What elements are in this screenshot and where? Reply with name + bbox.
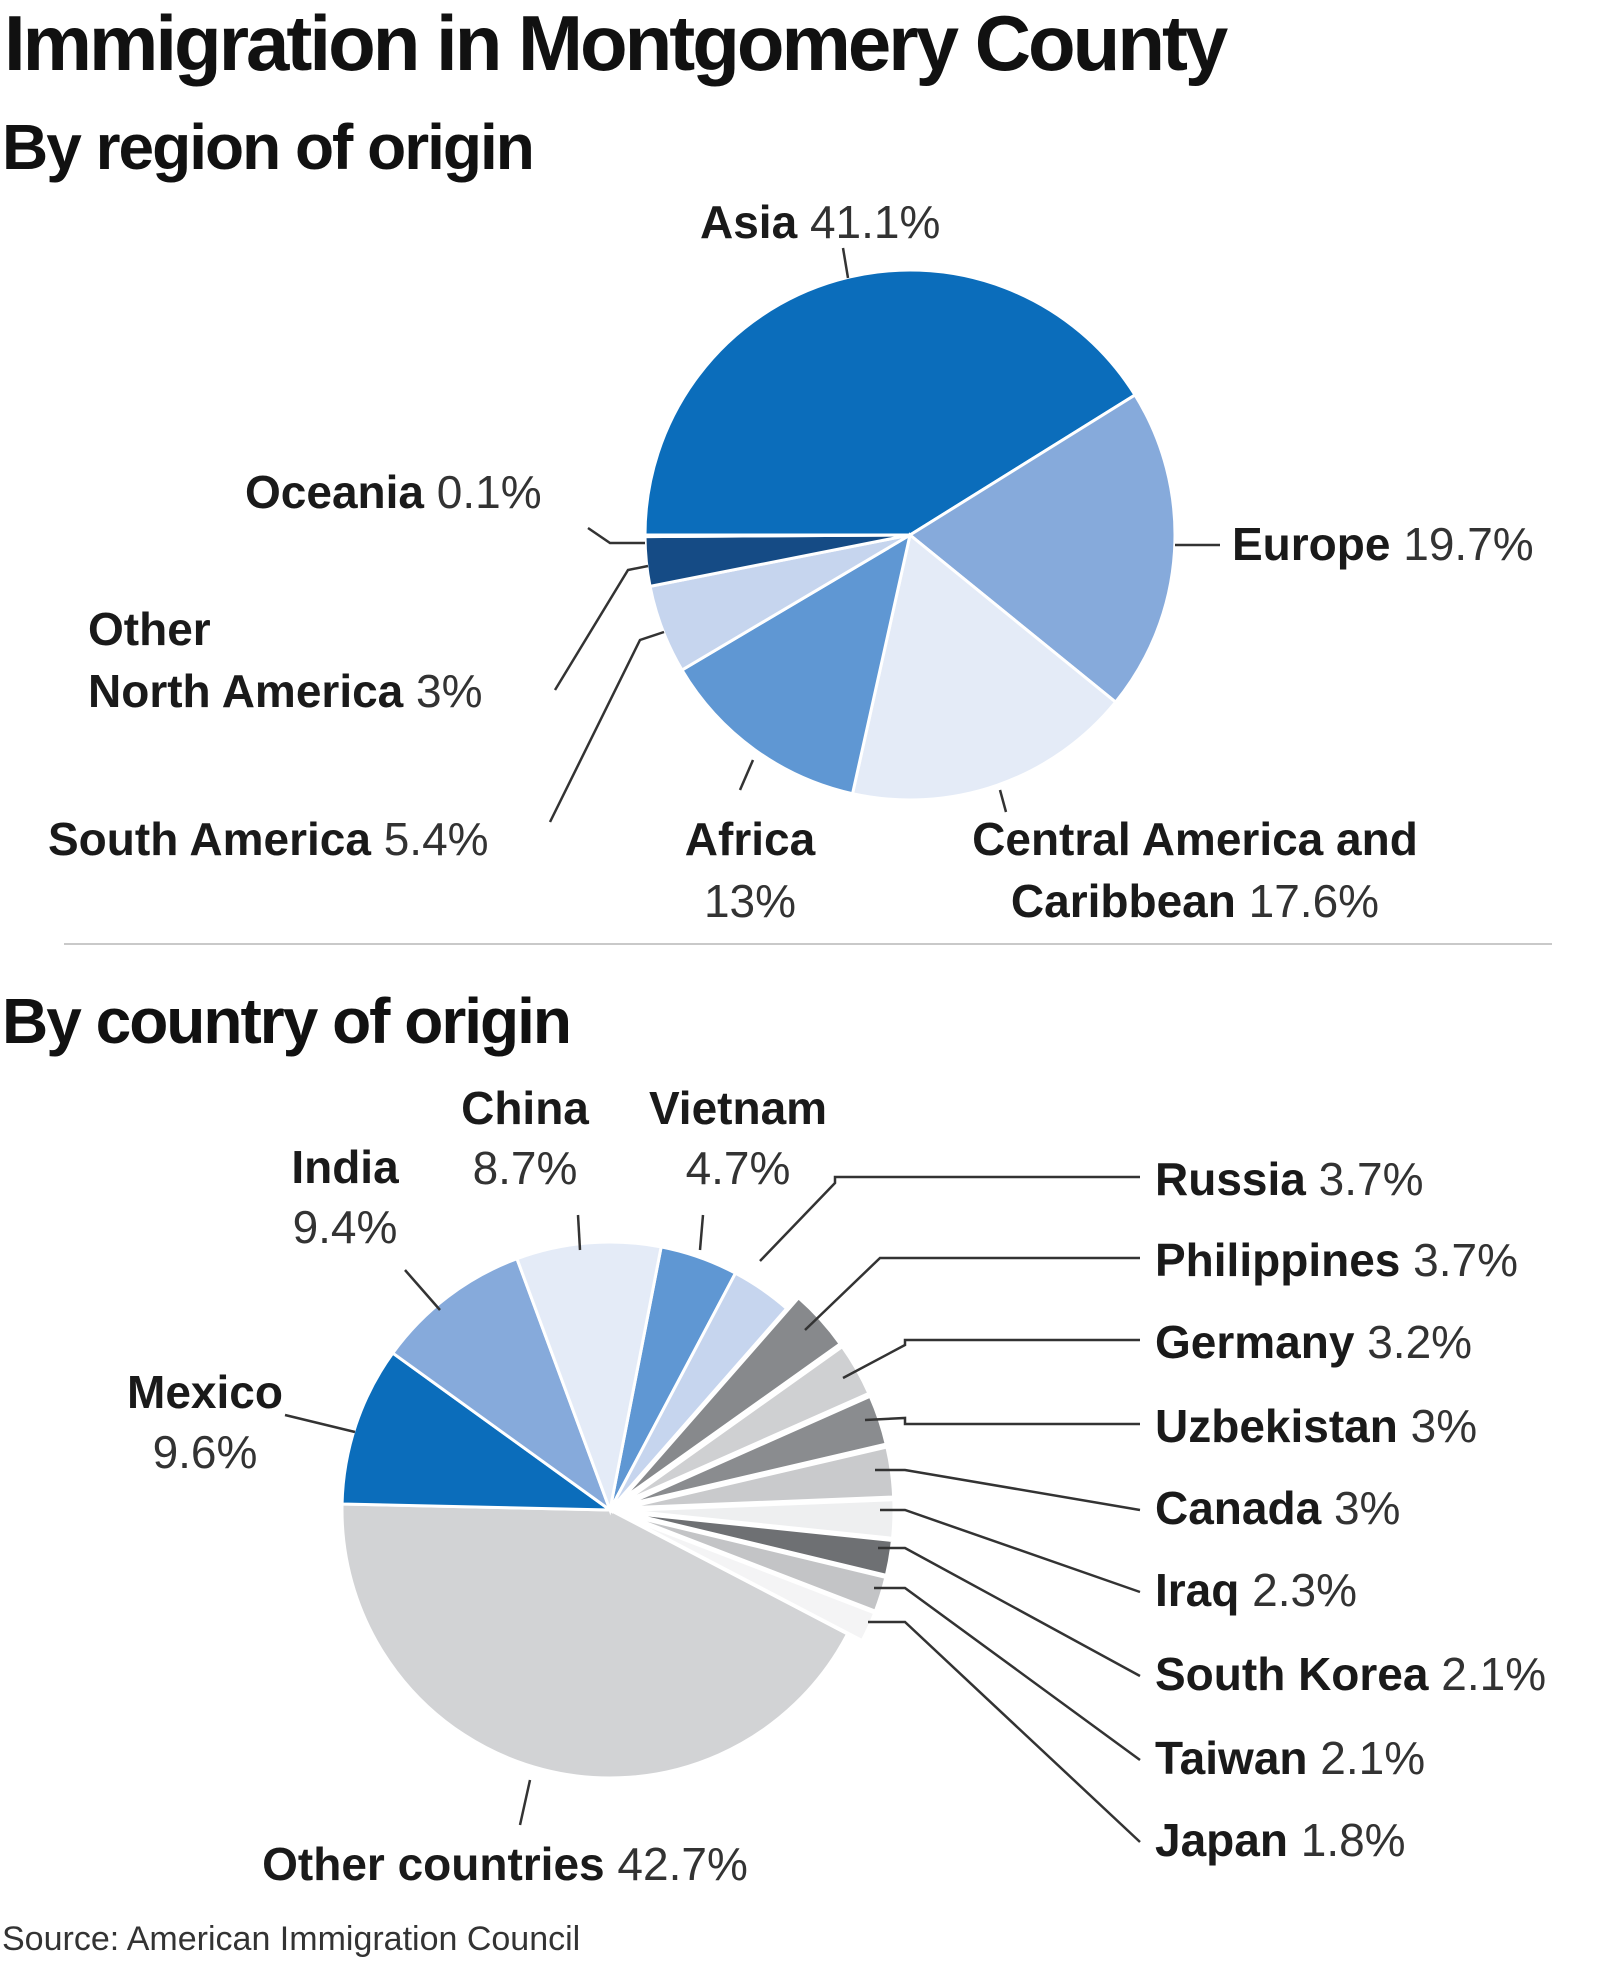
label-asia: Asia 41.1% — [700, 196, 940, 248]
pie-slice-central-america-and-caribbean — [850, 532, 1118, 802]
leader-line-oceania — [587, 526, 645, 545]
pie-slice-africa — [679, 531, 913, 796]
source-note: Source: American Immigration Council — [2, 1920, 581, 1958]
label-canada: Canada 3% — [1155, 1482, 1400, 1534]
pie-slice-iraq — [625, 1498, 896, 1540]
label-vietnam-line1: Vietnam — [649, 1082, 827, 1134]
country-chart-title: By country of origin — [2, 985, 572, 1057]
label-india-line2: 9.4% — [293, 1201, 398, 1253]
pie-slice-japan — [623, 1515, 877, 1643]
label-philippines: Philippines 3.7% — [1155, 1234, 1518, 1286]
label-mexico-line2: 9.6% — [153, 1426, 258, 1478]
label-south-america: South America 5.4% — [48, 813, 489, 865]
pie-slice-taiwan — [624, 1513, 888, 1614]
leader-line-other-countries — [518, 1779, 532, 1826]
label-other-north-america-line1: Other — [88, 603, 211, 655]
leader-line-philippines — [804, 1256, 1140, 1331]
region-pie-chart: Asia 41.1% Europe 19.7% Central America an… — [48, 196, 1534, 927]
pie-slice-oceania — [643, 533, 911, 539]
label-central-america-and-caribbean-line2: Caribbean 17.6% — [1011, 875, 1379, 927]
leader-line-iraq — [880, 1508, 1141, 1594]
label-vietnam-line2: 4.7% — [686, 1142, 791, 1194]
pie-slice-other-countries — [340, 1502, 850, 1780]
leader-line-china — [576, 1214, 582, 1251]
pie-slice-philippines — [620, 1295, 843, 1501]
pie-slice-china — [515, 1240, 663, 1516]
pie-slice-mexico — [340, 1350, 615, 1512]
label-india-line1: India — [291, 1141, 399, 1193]
leader-line-mexico — [284, 1413, 356, 1434]
pie-slice-russia — [608, 1271, 789, 1511]
label-russia: Russia 3.7% — [1155, 1153, 1424, 1205]
leader-line-asia — [841, 247, 850, 279]
pie-slice-canada — [625, 1445, 896, 1510]
pie-slice-asia — [643, 268, 1138, 537]
label-africa-line2: 13% — [704, 875, 796, 927]
chart-title: Immigration in Montgomery County — [4, 0, 1228, 87]
pie-slice-south-korea — [625, 1511, 894, 1578]
leader-line-taiwan — [874, 1586, 1141, 1762]
leader-line-other-north-america — [553, 564, 649, 691]
label-japan: Japan 1.8% — [1155, 1814, 1406, 1866]
leader-line-japan — [868, 1620, 1141, 1843]
region-chart-title: By region of origin — [2, 111, 535, 183]
label-iraq: Iraq 2.3% — [1155, 1564, 1357, 1616]
label-other-north-america-line2: North America 3% — [88, 665, 483, 717]
label-uzbekistan: Uzbekistan 3% — [1155, 1400, 1477, 1452]
label-taiwan: Taiwan 2.1% — [1155, 1732, 1425, 1784]
label-mexico-line1: Mexico — [127, 1366, 283, 1418]
leader-line-germany — [842, 1338, 1140, 1380]
country-pie-chart: Russia 3.7% Philippines 3.7% Germany 3.2% U… — [127, 1082, 1546, 1890]
pie-slice-india — [390, 1256, 614, 1515]
leader-line-india — [404, 1269, 441, 1311]
leader-line-central-america-and-caribbean — [998, 789, 1008, 813]
label-central-america-and-caribbean-line1: Central America and — [972, 813, 1418, 865]
label-other-countries: Other countries 42.7% — [262, 1838, 748, 1890]
pie-slice-europe — [907, 392, 1177, 705]
label-china-line2: 8.7% — [473, 1142, 578, 1194]
label-europe: Europe 19.7% — [1232, 518, 1534, 570]
leader-line-vietnam — [698, 1214, 705, 1251]
leader-line-south-america — [548, 630, 665, 823]
label-africa-line1: Africa — [685, 813, 816, 865]
label-south-korea: South Korea 2.1% — [1155, 1648, 1546, 1700]
label-china-line1: China — [461, 1082, 589, 1134]
leader-line-russia — [759, 1175, 1140, 1262]
section-divider — [64, 943, 1552, 945]
label-oceania: Oceania 0.1% — [245, 466, 542, 518]
leader-line-uzbekistan — [864, 1416, 1140, 1426]
label-germany: Germany 3.2% — [1155, 1316, 1472, 1368]
leader-line-south-korea — [878, 1546, 1141, 1678]
leader-line-africa — [738, 759, 755, 791]
leader-line-canada — [875, 1468, 1141, 1512]
